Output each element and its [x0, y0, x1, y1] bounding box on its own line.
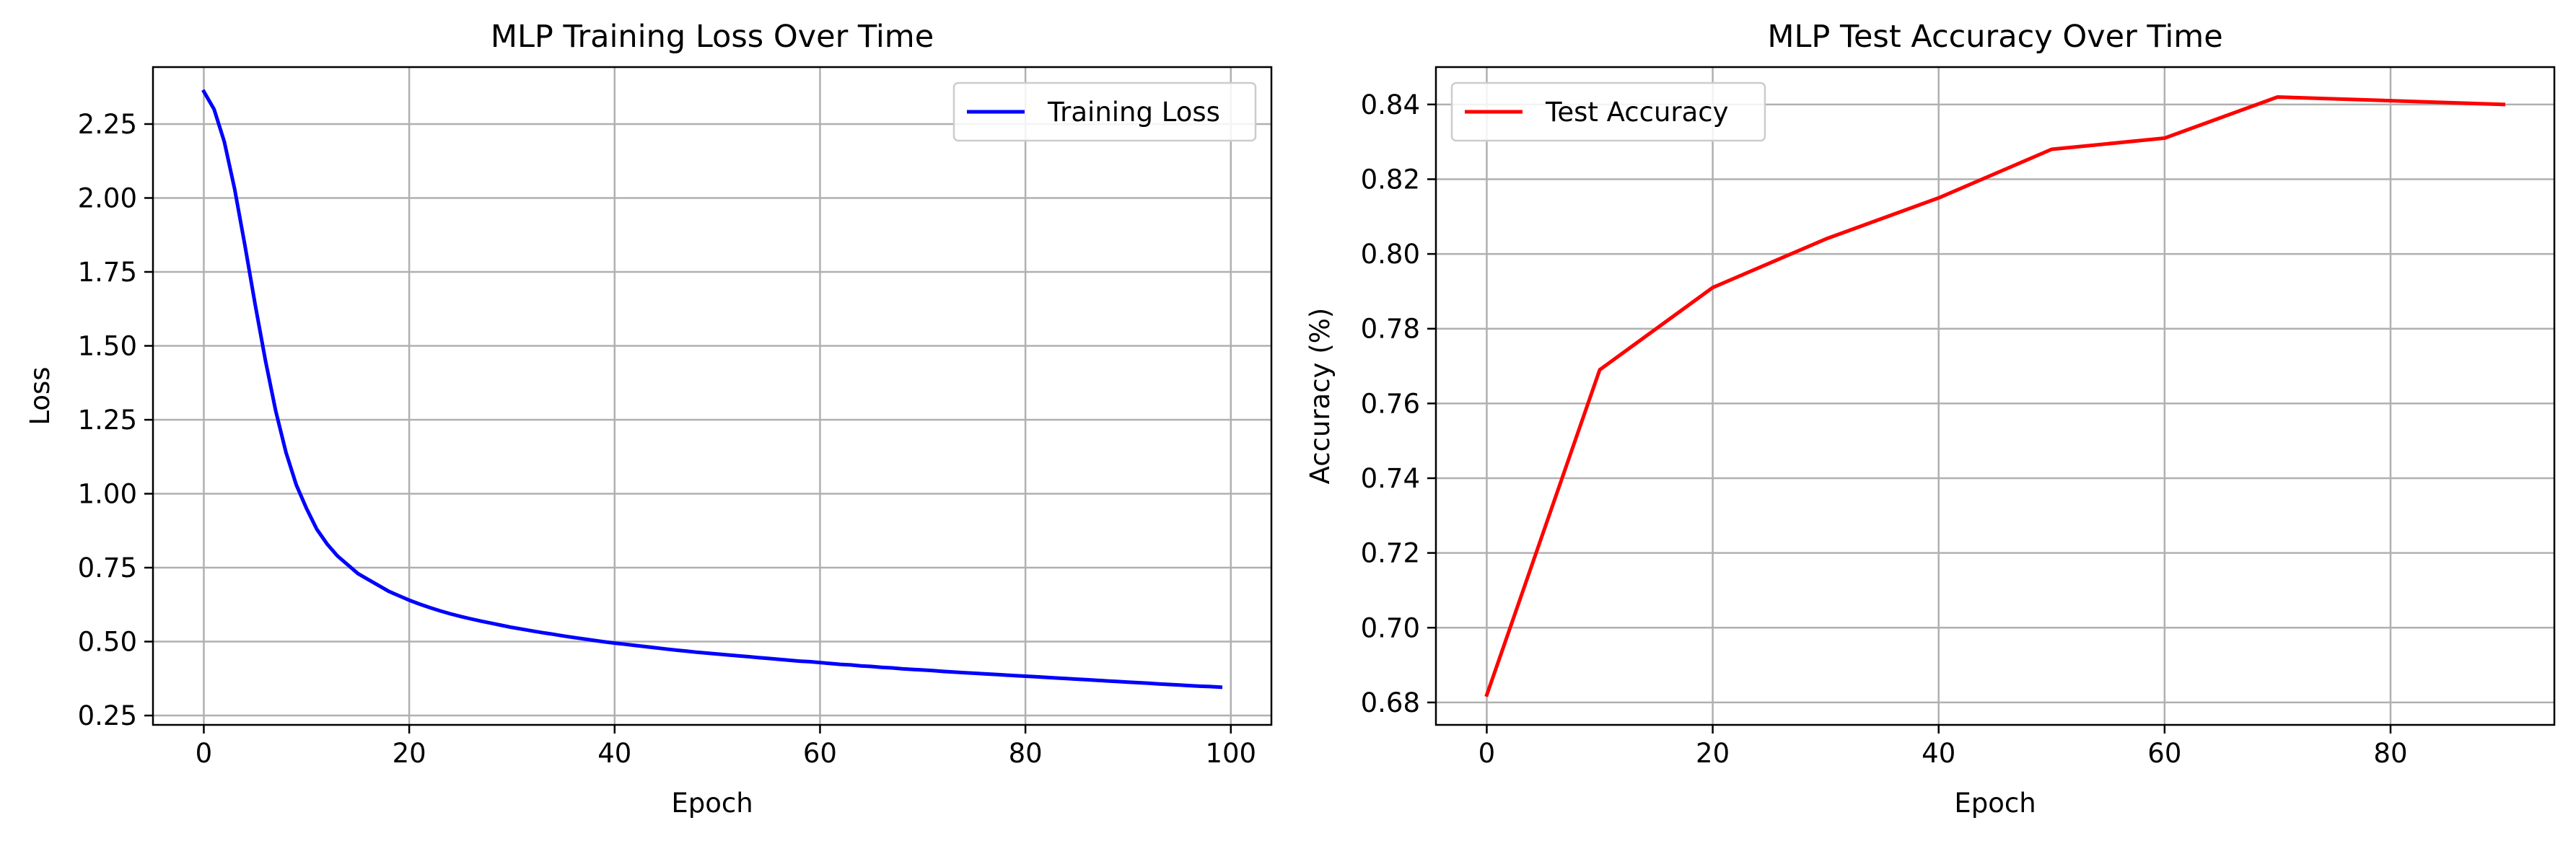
- loss-chart: 0 20 40 60 80 100 0.25 0.50 0.75 1.00 1.25 1.50 1.75…: [25, 19, 1273, 819]
- loss-x-tick-label: 0: [196, 738, 213, 769]
- accuracy-y-tick-label: 0.82: [1361, 164, 1420, 195]
- accuracy-axes-frame: [1434, 66, 2556, 726]
- loss-series-line: [201, 89, 1223, 690]
- accuracy-y-tick-label: 0.74: [1361, 463, 1420, 494]
- accuracy-x-tick-label: 80: [2373, 738, 2407, 769]
- loss-x-tick-label: 60: [803, 738, 837, 769]
- accuracy-y-tick-label: 0.72: [1361, 538, 1420, 569]
- accuracy-y-tick-label: 0.84: [1361, 89, 1420, 120]
- loss-y-tick-label: 1.25: [78, 405, 137, 436]
- loss-y-tick-label: 2.00: [78, 182, 137, 213]
- accuracy-legend: Test Accuracy: [1450, 82, 1766, 142]
- accuracy-chart: 0 20 40 60 80 0.68 0.70 0.72 0.74 0.76 0.78 0.80 0.8…: [1305, 19, 2556, 819]
- loss-y-tick-label: 0.25: [78, 700, 137, 731]
- accuracy-series-line: [1484, 95, 2506, 697]
- loss-x-tick-label: 80: [1009, 738, 1043, 769]
- loss-x-tick-label: 20: [393, 738, 426, 769]
- loss-legend: Training Loss: [952, 82, 1257, 142]
- accuracy-y-tick-label: 0.70: [1361, 612, 1420, 643]
- accuracy-y-axis-label: Accuracy (%): [1305, 308, 1336, 485]
- loss-axes-frame: [152, 66, 1273, 726]
- loss-y-tick-label: 0.50: [78, 627, 137, 658]
- accuracy-y-tick-label: 0.78: [1361, 314, 1420, 345]
- accuracy-x-tick-label: 60: [2147, 738, 2181, 769]
- loss-y-tick-label: 1.50: [78, 330, 137, 361]
- accuracy-x-axis-label: Epoch: [1954, 788, 2036, 819]
- accuracy-chart-title: MLP Test Accuracy Over Time: [1767, 19, 2222, 55]
- accuracy-legend-box: [1450, 82, 1766, 142]
- loss-y-tick-label: 1.75: [78, 257, 137, 288]
- loss-chart-title: MLP Training Loss Over Time: [491, 19, 934, 55]
- accuracy-y-tick-label: 0.76: [1361, 388, 1420, 419]
- loss-legend-label: Training Loss: [1047, 97, 1220, 128]
- accuracy-y-tick-label: 0.80: [1361, 239, 1420, 270]
- accuracy-legend-label: Test Accuracy: [1545, 97, 1729, 128]
- accuracy-x-tick-label: 40: [1922, 738, 1955, 769]
- loss-y-tick-label: 2.25: [78, 109, 137, 140]
- loss-x-tick-label: 100: [1205, 738, 1256, 769]
- loss-y-tick-label: 1.00: [78, 479, 137, 510]
- loss-x-tick-label: 40: [597, 738, 631, 769]
- accuracy-y-tick-label: 0.68: [1361, 687, 1420, 718]
- loss-x-axis-label: Epoch: [671, 788, 753, 819]
- loss-y-tick-label: 0.75: [78, 552, 137, 584]
- accuracy-x-tick-label: 0: [1478, 738, 1496, 769]
- loss-legend-box: [952, 82, 1257, 142]
- accuracy-x-tick-label: 20: [1696, 738, 1730, 769]
- loss-y-axis-label: Loss: [25, 366, 56, 425]
